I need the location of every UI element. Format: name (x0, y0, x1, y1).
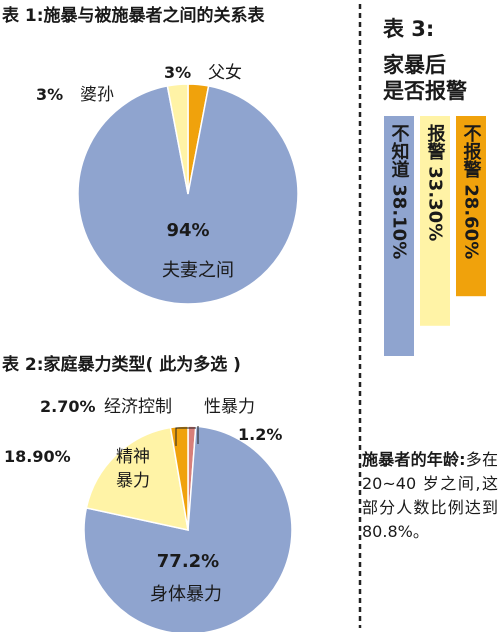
chart2-label-physical-pct: 77.2% (157, 551, 219, 572)
chart1-label-grandmother: 婆孙 (80, 85, 114, 105)
chart3-bar-label-3: 不报警 28.60% (461, 124, 482, 259)
chart2-label-economic-pct: 2.70% (40, 397, 96, 416)
chart2-slice-1 (83, 425, 293, 632)
chart2-slice-3 (169, 425, 189, 531)
chart2-label-economic: 经济控制 (104, 397, 172, 417)
chart1-slice-2 (166, 83, 189, 195)
chart2-leader-economic (175, 427, 196, 446)
chart3-bar-label-1: 不知道 38.10% (389, 124, 410, 259)
chart3-bar-3 (456, 116, 486, 297)
chart1-title: 表 1:施暴与被施暴者之间的关系表 (2, 5, 266, 26)
chart3-title-line1: 表 3: (383, 17, 434, 41)
chart3-title-line3: 是否报警 (383, 79, 467, 103)
chart1-slice-1 (77, 85, 299, 305)
chart2-label-sexual: 性暴力 (204, 397, 255, 417)
chart2-label-sexual-pct: 1.2% (238, 425, 282, 444)
chart1-label-grandmother-pct: 3% (36, 85, 63, 104)
chart3-bar-label-2: 报警 33.30% (425, 123, 446, 241)
chart3-title-line2: 家暴后 (383, 53, 446, 77)
chart3-bar-2 (420, 116, 450, 326)
pie-chart-relationship (77, 83, 299, 305)
chart1-label-father-daughter: 父女 (208, 63, 242, 83)
chart1-label-father-daughter-pct: 3% (164, 63, 191, 82)
chart2-label-physical: 身体暴力 (150, 584, 222, 605)
chart1-label-spouses: 夫妻之间 (162, 260, 234, 281)
perpetrator-age-note: 施暴者的年龄:多在20~40 岁之间,这部分人数比例达到80.8%。 (362, 448, 498, 544)
chart2-slice-2 (85, 426, 189, 531)
chart2-title: 表 2:家庭暴力类型( 此为多选 ) (2, 354, 241, 375)
bar-chart-reporting: 不知道 38.10% 报警 33.30% 不报警 28.60% (384, 116, 486, 356)
note-text: 多在20~40 岁之间,这部分人数比例达到80.8%。 (362, 450, 498, 541)
note-heading: 施暴者的年龄: (362, 450, 466, 469)
chart2-label-mental-pct: 18.90% (4, 447, 71, 466)
pie-chart-violence-types (83, 425, 293, 632)
chart1-label-spouses-pct: 94% (166, 220, 209, 241)
chart3-bar-1 (384, 116, 414, 356)
chart2-label-mental-line2: 暴力 (116, 471, 150, 491)
chart2-label-mental-line1: 精神 (116, 447, 150, 467)
